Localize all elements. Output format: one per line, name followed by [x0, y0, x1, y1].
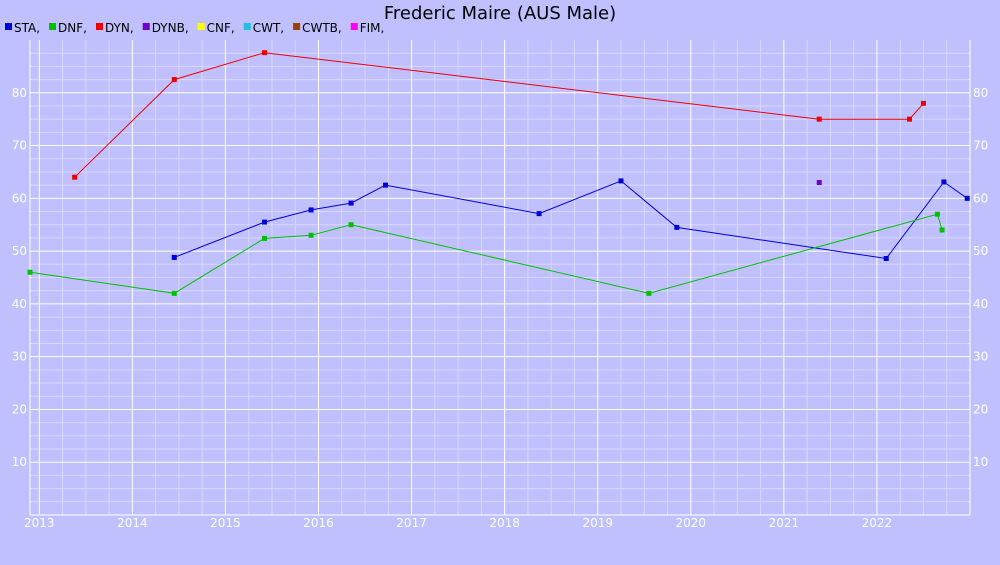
- legend-swatch-sta: [5, 23, 12, 30]
- legend-label-cwtb: CWTB,: [302, 21, 342, 35]
- y-tick-label-left: 50: [12, 244, 27, 258]
- data-point-dyn: [72, 174, 78, 180]
- legend-swatch-cwtb: [293, 23, 301, 30]
- data-point-dnf: [646, 290, 652, 296]
- series-layer: [27, 50, 970, 296]
- legend-swatch-cwt: [243, 23, 251, 30]
- data-point-dyn: [262, 50, 268, 56]
- x-tick-label: 2014: [117, 516, 148, 530]
- series-line-dnf: [29, 213, 943, 294]
- chart-title: Frederic Maire (AUS Male): [384, 3, 616, 24]
- grid: [29, 40, 971, 516]
- legend-label-dnf: DNF,: [58, 21, 87, 35]
- y-tick-label-right: 10: [973, 455, 988, 469]
- data-point-dyn: [171, 77, 177, 83]
- data-point-dyn: [816, 116, 822, 122]
- legend-label-sta: STA,: [14, 21, 40, 35]
- legend-label-dynb: DYNB,: [152, 21, 189, 35]
- y-tick-label-right: 30: [973, 350, 988, 364]
- data-point-sta: [941, 179, 947, 185]
- x-tick-label: 2015: [210, 516, 241, 530]
- data-point-sta: [536, 211, 542, 217]
- legend-label-fim: FIM,: [360, 21, 385, 35]
- y-tick-label-left: 30: [12, 350, 27, 364]
- data-point-dnf: [308, 232, 314, 238]
- y-tick-label-right: 20: [973, 402, 988, 416]
- y-tick-label-right: 70: [973, 139, 988, 153]
- x-tick-label: 2019: [582, 516, 613, 530]
- y-tick-label-right: 80: [973, 86, 988, 100]
- y-tick-label-left: 40: [12, 297, 27, 311]
- data-point-sta: [171, 254, 177, 260]
- legend-label-cwt: CWT,: [253, 21, 284, 35]
- legend-swatch-cnf: [197, 23, 205, 30]
- y-tick-label-left: 20: [12, 402, 27, 416]
- y-tick-label-left: 70: [12, 139, 27, 153]
- y-tick-label-left: 80: [12, 86, 27, 100]
- x-tick-label: 2013: [24, 516, 55, 530]
- legend-label-dyn: DYN,: [105, 21, 134, 35]
- y-tick-label-left: 10: [12, 455, 27, 469]
- x-tick-label: 2016: [303, 516, 334, 530]
- series-dynb: [816, 180, 822, 185]
- x-tick-label: 2020: [676, 516, 707, 530]
- x-tick-label: 2017: [396, 516, 427, 530]
- data-point-sta: [348, 200, 354, 206]
- data-point-sta: [964, 195, 970, 201]
- data-point-sta: [262, 219, 268, 225]
- legend-swatch-fim: [350, 23, 358, 30]
- data-point-sta: [883, 256, 889, 261]
- data-point-dnf: [171, 290, 177, 296]
- series-sta: [171, 178, 970, 261]
- series-dyn: [72, 50, 926, 180]
- data-point-dnf: [939, 227, 945, 233]
- x-tick-label: 2021: [769, 516, 800, 530]
- data-point-sta: [618, 178, 624, 184]
- series-line-dyn: [74, 52, 924, 178]
- data-point-dyn: [907, 116, 913, 122]
- legend: STA, DNF, DYN, DYNB, CNF, CWT, CWTB, FIM,: [5, 21, 384, 35]
- data-point-sta: [308, 207, 314, 213]
- data-point-sta: [383, 182, 389, 188]
- data-point-sta: [674, 224, 680, 230]
- data-point-dynb: [816, 180, 822, 185]
- legend-swatch-dynb: [142, 23, 150, 30]
- legend-swatch-dnf: [49, 23, 57, 30]
- data-point-dnf: [348, 222, 354, 228]
- x-tick-label: 2018: [489, 516, 520, 530]
- series-dnf: [27, 211, 945, 296]
- y-tick-label-left: 60: [12, 191, 27, 205]
- y-tick-label-right: 40: [973, 297, 988, 311]
- x-tick-label: 2022: [862, 516, 893, 530]
- data-point-dnf: [27, 269, 33, 275]
- legend-label-cnf: CNF,: [207, 21, 235, 35]
- data-point-dyn: [920, 100, 926, 106]
- data-point-dnf: [262, 235, 268, 241]
- legend-swatch-dyn: [95, 23, 103, 30]
- y-tick-label-right: 60: [973, 191, 988, 205]
- y-tick-label-right: 50: [973, 244, 988, 258]
- data-point-dnf: [934, 211, 940, 217]
